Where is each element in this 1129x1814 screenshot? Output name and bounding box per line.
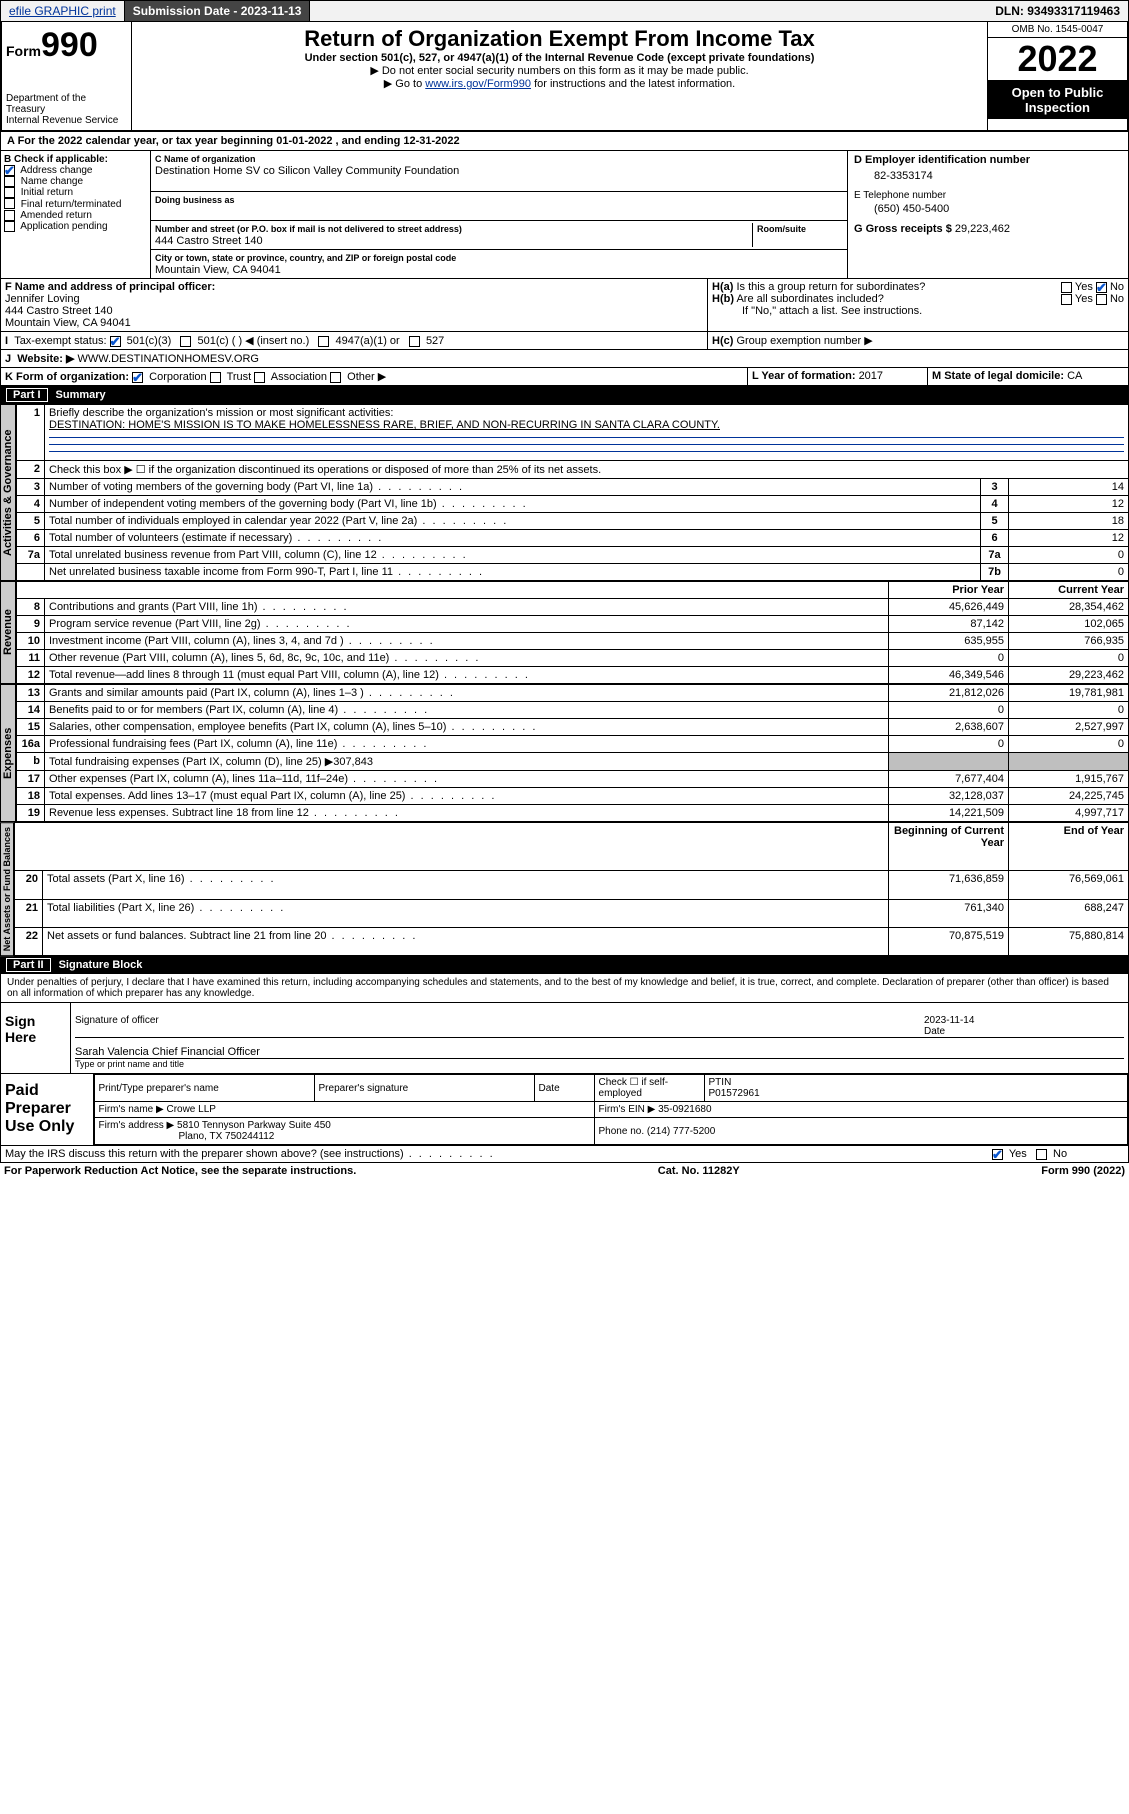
form-number: Form990: [6, 26, 127, 65]
efile-link[interactable]: efile GRAPHIC print: [1, 1, 125, 21]
gross-receipts: 29,223,462: [955, 223, 1010, 235]
website[interactable]: WWW.DESTINATIONHOMESV.ORG: [77, 353, 259, 365]
row-fh: F Name and address of principal officer:…: [0, 279, 1129, 332]
ptin: P01572961: [709, 1088, 760, 1099]
vlabel-revenue: Revenue: [0, 581, 16, 684]
irs-link[interactable]: www.irs.gov/Form990: [425, 78, 531, 90]
omb: OMB No. 1545-0047: [988, 22, 1127, 38]
vlabel-expenses: Expenses: [0, 684, 16, 822]
ein-label: D Employer identification number: [854, 154, 1030, 166]
section-a: A For the 2022 calendar year, or tax yea…: [0, 132, 1129, 151]
section-netassets: Net Assets or Fund Balances Beginning of…: [0, 822, 1129, 956]
phone-label: E Telephone number: [854, 190, 1122, 201]
dln: DLN: 93493317119463: [987, 1, 1128, 21]
section-revenue: Revenue Prior YearCurrent Year 8Contribu…: [0, 581, 1129, 684]
paid-preparer: Paid Preparer Use Only Print/Type prepar…: [0, 1074, 1129, 1146]
form-subtitle: Under section 501(c), 527, or 4947(a)(1)…: [140, 52, 979, 64]
form-header: Form990 Department of the Treasury Inter…: [0, 22, 1129, 132]
section-c: C Name of organizationDestination Home S…: [151, 151, 848, 278]
row-j: J Website: ▶ WWW.DESTINATIONHOMESV.ORG: [0, 350, 1129, 368]
part1-bar: Part ISummary: [0, 386, 1129, 404]
signer-name: Sarah Valencia Chief Financial Officer: [75, 1046, 260, 1058]
note-link: ▶ Go to www.irs.gov/Form990 for instruct…: [140, 77, 979, 90]
ein: 82-3353174: [854, 166, 1122, 190]
section-governance: Activities & Governance 1Briefly describ…: [0, 404, 1129, 581]
topbar: efile GRAPHIC print Submission Date - 20…: [0, 0, 1129, 22]
discuss-row: May the IRS discuss this return with the…: [0, 1146, 1129, 1163]
footer: For Paperwork Reduction Act Notice, see …: [0, 1163, 1129, 1179]
phone: (650) 450-5400: [854, 201, 1122, 223]
dept: Department of the Treasury: [6, 93, 127, 115]
org-city: Mountain View, CA 94041: [155, 264, 281, 276]
part2-bar: Part IISignature Block: [0, 956, 1129, 974]
tax-year: 2022: [988, 38, 1127, 81]
submission-date: Submission Date - 2023-11-13: [125, 1, 311, 21]
note-ssn: ▶ Do not enter social security numbers o…: [140, 64, 979, 77]
mission: DESTINATION: HOME'S MISSION IS TO MAKE H…: [49, 419, 720, 431]
header-grid: B Check if applicable: Address change Na…: [0, 151, 1129, 279]
org-name: Destination Home SV co Silicon Valley Co…: [155, 165, 459, 177]
vlabel-netassets: Net Assets or Fund Balances: [0, 822, 14, 956]
firm-name: Crowe LLP: [166, 1104, 215, 1115]
row-klm: K Form of organization: Corporation Trus…: [0, 368, 1129, 386]
form-title: Return of Organization Exempt From Incom…: [140, 26, 979, 52]
open-inspection: Open to Public Inspection: [988, 81, 1127, 119]
sign-block: Sign Here Signature of officer2023-11-14…: [0, 1003, 1129, 1074]
irs: Internal Revenue Service: [6, 115, 127, 126]
section-b: B Check if applicable: Address change Na…: [1, 151, 151, 278]
officer-name: Jennifer Loving: [5, 293, 80, 305]
row-i: I Tax-exempt status: 501(c)(3) 501(c) ( …: [0, 332, 1129, 350]
vlabel-governance: Activities & Governance: [0, 404, 16, 581]
section-expenses: Expenses 13Grants and similar amounts pa…: [0, 684, 1129, 822]
org-address: 444 Castro Street 140: [155, 235, 263, 247]
declaration: Under penalties of perjury, I declare th…: [0, 974, 1129, 1003]
